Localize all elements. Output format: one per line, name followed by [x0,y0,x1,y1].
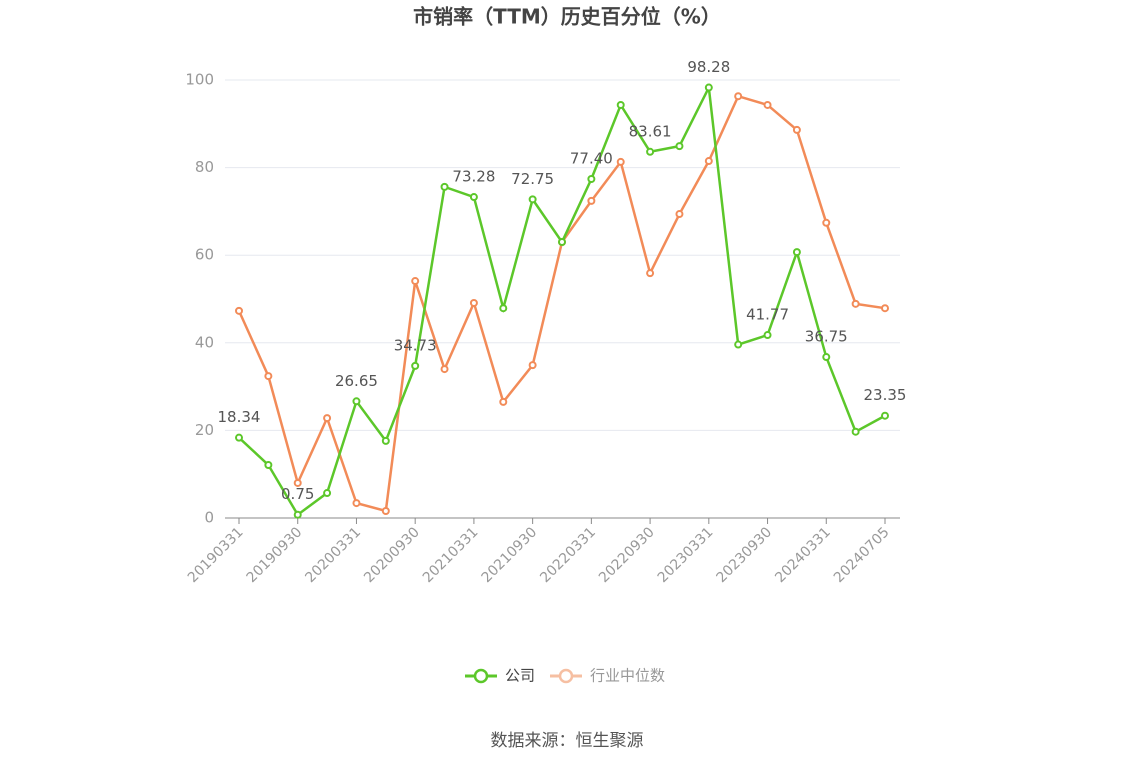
x-tick-label: 20210930 [479,524,541,586]
data-point [264,372,273,381]
data-label: 77.40 [570,149,613,167]
source-note: 数据来源：恒生聚源 [491,731,644,751]
data-point [734,340,743,349]
data-point [763,100,772,109]
data-point [881,304,889,313]
data-point [440,365,449,374]
x-tick-label: 20240331 [772,524,834,586]
y-tick-label: 100 [185,71,214,89]
data-point [851,427,860,436]
data-point [323,414,332,423]
data-point [235,433,243,442]
data-point [646,147,655,156]
data-point [323,489,332,498]
data-point [411,361,420,370]
data-point [822,218,831,227]
data-point [411,277,420,286]
data-label: 36.75 [805,328,848,346]
data-point [704,83,713,92]
data-label: 73.28 [452,168,495,186]
data-point [528,361,537,370]
data-point [616,100,625,109]
data-point [675,210,684,219]
x-tick-label: 20200331 [302,524,364,586]
x-tick-label: 20210331 [420,524,482,586]
data-point [499,304,508,313]
data-label: 72.75 [511,170,554,188]
data-point [587,196,596,205]
legend-item[interactable]: 公司 [465,667,535,685]
x-tick-label: 20230331 [655,524,717,586]
data-point [587,174,596,183]
x-tick-label: 20240705 [831,524,893,586]
data-point [293,478,302,487]
data-point [704,157,713,166]
data-point [352,397,361,406]
data-point [675,142,684,151]
y-tick-label: 60 [195,246,214,264]
data-point [822,353,831,362]
legend-label: 行业中位数 [590,667,665,685]
data-point [352,499,361,508]
x-tick-label: 20230930 [713,524,775,586]
data-label: 41.77 [746,306,789,324]
data-point [381,436,390,445]
data-point [235,306,243,315]
data-point [734,92,743,101]
y-tick-label: 40 [195,333,214,351]
data-point [440,182,449,191]
x-tick-label: 20190930 [244,524,306,586]
data-label: 0.75 [281,485,314,503]
data-point [293,510,302,519]
data-label: 98.28 [687,58,730,76]
data-label: 26.65 [335,372,378,390]
legend-item[interactable]: 行业中位数 [550,667,665,685]
y-tick-label: 80 [195,158,214,176]
data-point [792,248,801,257]
data-point [264,461,273,470]
series-line [238,83,886,517]
x-tick-label: 20220930 [596,524,658,586]
x-tick-label: 20190331 [185,524,247,586]
legend-label: 公司 [505,667,535,685]
data-point [558,238,566,247]
data-point [381,506,390,515]
data-point [469,193,478,202]
y-tick-label: 20 [195,421,214,439]
data-label: 83.61 [629,122,672,140]
legend-swatch-marker [473,668,489,684]
data-point [469,298,478,307]
data-point [499,397,508,406]
y-tick-label: 0 [204,509,214,527]
data-point [616,157,625,166]
chart-title: 市销率（TTM）历史百分位（%） [413,5,721,29]
data-point [851,299,860,308]
data-point [881,411,889,420]
x-tick-label: 20200930 [361,524,423,586]
legend-swatch-marker [558,668,574,684]
series-line [237,94,886,513]
data-point [792,125,801,134]
data-point [763,331,772,340]
data-point [646,269,655,278]
data-label: 23.35 [864,386,907,404]
data-label: 34.73 [394,336,437,354]
data-label: 18.34 [218,408,261,426]
x-tick-label: 20220331 [537,524,599,586]
data-point [528,195,537,204]
